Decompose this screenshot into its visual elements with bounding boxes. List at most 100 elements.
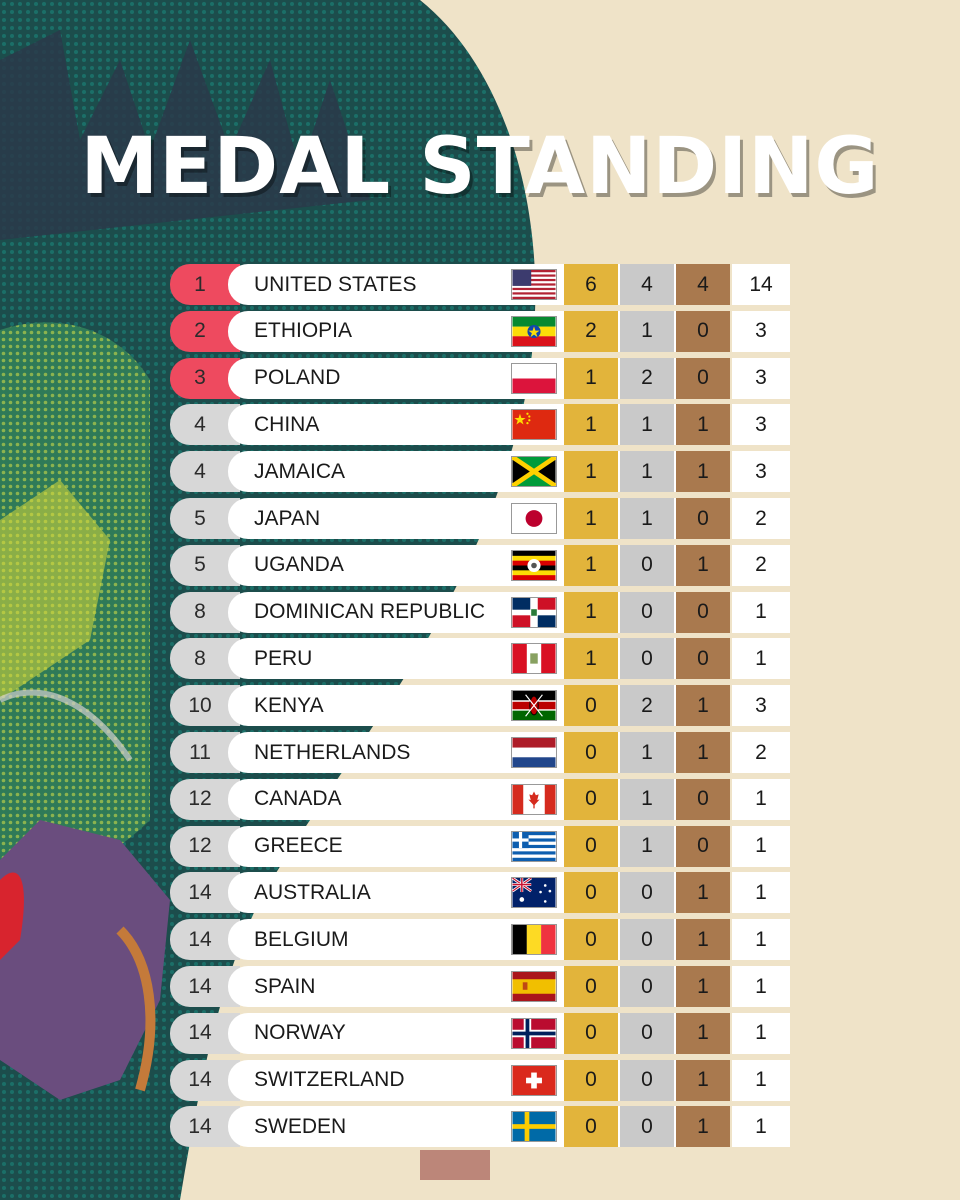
jamaica-flag-icon [511,456,557,488]
silver-count: 2 [620,685,674,727]
table-row: 12 GREECE 0 1 0 1 [170,825,790,867]
china-flag-icon [511,409,557,441]
sweden-flag-icon [511,1111,557,1143]
country-name: SPAIN [254,974,316,998]
total-count: 1 [732,1012,790,1054]
bronze-count: 1 [676,732,730,773]
total-count: 1 [732,872,790,914]
total-count: 1 [732,825,790,867]
country-name: UGANDA [254,553,344,577]
gold-count: 0 [564,1059,618,1101]
country-name: CANADA [254,787,342,811]
total-count: 1 [732,778,790,820]
rank-value: 12 [188,834,212,858]
rank-value: 2 [194,319,206,343]
rank-value: 1 [194,272,206,296]
rank-value: 8 [194,600,206,624]
bronze-count: 1 [676,404,730,446]
country-name: BELGIUM [254,927,349,951]
netherlands-flag-icon [511,737,557,768]
country-name: CHINA [254,412,320,436]
gold-count: 0 [564,1012,618,1054]
table-row: 4 CHINA 1 1 1 3 [170,404,790,446]
total-count: 3 [732,451,790,493]
bronze-count: 0 [676,638,730,680]
rank-value: 12 [188,787,212,811]
rank-cell: 14 [170,919,240,961]
rank-value: 10 [188,693,212,717]
gold-count: 0 [564,685,618,727]
total-count: 2 [732,544,790,586]
rank-cell: 14 [170,1106,240,1148]
silver-count: 1 [620,451,674,493]
country-name: KENYA [254,693,324,717]
rank-value: 11 [189,740,211,764]
bronze-count: 0 [676,825,730,867]
country-name: PERU [254,646,313,670]
page-title: MEDAL STANDING [80,122,880,212]
rank-cell: 14 [170,1059,240,1101]
silver-count: 2 [620,357,674,399]
gold-count: 1 [564,638,618,680]
silver-count: 1 [620,310,674,352]
greece-flag-icon [511,830,557,862]
rank-value: 14 [188,1114,212,1138]
country-name: ETHIOPIA [254,319,353,343]
canada-flag-icon [511,783,557,815]
table-row: 5 UGANDA 1 0 1 2 [170,544,790,586]
gold-count: 6 [564,264,618,305]
us-flag-icon [511,269,557,300]
table-row: 5 JAPAN 1 1 0 2 [170,498,790,539]
total-count: 2 [732,732,790,773]
gold-count: 0 [564,732,618,773]
country-name: NORWAY [254,1021,346,1045]
silver-count: 1 [620,778,674,820]
table-row: 10 KENYA 0 2 1 3 [170,685,790,727]
table-row: 8 PERU 1 0 0 1 [170,638,790,680]
total-count: 1 [732,638,790,680]
rank-value: 5 [194,553,206,577]
country-name: JAPAN [254,506,321,530]
norway-flag-icon [511,1017,557,1049]
gold-count: 1 [564,498,618,539]
gold-count: 1 [564,451,618,493]
rank-value: 14 [188,974,212,998]
country-name: UNITED STATES [254,272,417,296]
bronze-count: 1 [676,1106,730,1148]
switzerland-flag-icon [511,1064,557,1096]
silver-count: 1 [620,498,674,539]
poland-flag-icon [511,362,557,394]
bronze-count: 1 [676,1012,730,1054]
silver-count: 1 [620,404,674,446]
gold-count: 0 [564,872,618,914]
country-name: GREECE [254,834,343,858]
table-row: 14 AUSTRALIA 0 0 1 1 [170,872,790,914]
total-count: 2 [732,498,790,539]
silver-count: 0 [620,638,674,680]
peru-flag-icon [511,643,557,675]
table-row: 1 UNITED STATES 6 4 4 14 [170,264,790,305]
rank-value: 14 [188,927,212,951]
silver-count: 1 [620,732,674,773]
rank-value: 8 [194,646,206,670]
rank-value: 4 [194,459,206,483]
gold-count: 1 [564,544,618,586]
country-name: SWITZERLAND [254,1068,405,1092]
bronze-count: 1 [676,1059,730,1101]
total-count: 1 [732,919,790,961]
table-row: 4 JAMAICA 1 1 1 3 [170,451,790,493]
table-row: 14 NORWAY 0 0 1 1 [170,1012,790,1054]
total-count: 3 [732,685,790,727]
gold-count: 1 [564,404,618,446]
table-row: 8 DOMINICAN REPUBLIC 1 0 0 1 [170,591,790,633]
bronze-count: 0 [676,498,730,539]
total-count: 1 [732,1059,790,1101]
country-name: POLAND [254,366,341,390]
kenya-flag-icon [511,690,557,722]
gold-count: 1 [564,357,618,399]
table-row: 2 ETHIOPIA 2 1 0 3 [170,310,790,352]
country-name: SWEDEN [254,1114,347,1138]
table-row: 14 SWITZERLAND 0 0 1 1 [170,1059,790,1101]
table-row: 14 SPAIN 0 0 1 1 [170,966,790,1007]
total-count: 1 [732,591,790,633]
